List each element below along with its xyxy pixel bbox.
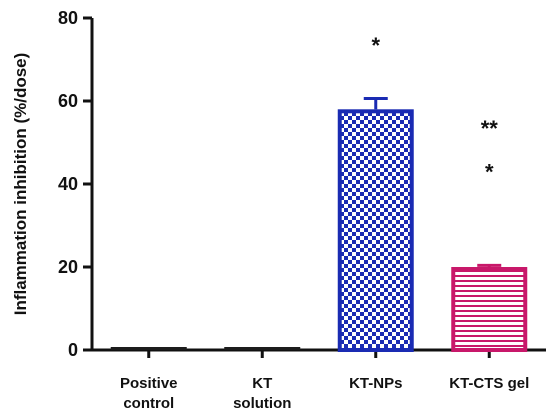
x-category-label: KT-CTS gel <box>449 375 529 392</box>
x-category-label: KT-NPs <box>349 375 402 392</box>
y-axis-label: Inflammation inhibition (%/dose) <box>11 53 30 316</box>
y-tick-label: 0 <box>68 340 78 360</box>
bars <box>110 97 528 352</box>
bar <box>110 347 187 350</box>
significance-marker: * <box>485 159 494 184</box>
y-tick-label: 60 <box>58 91 78 111</box>
x-category-label: Positive <box>120 375 178 392</box>
y-tick-label: 80 <box>58 8 78 28</box>
significance-marker: ** <box>481 116 499 141</box>
y-tick-label: 40 <box>58 174 78 194</box>
bar <box>337 109 414 352</box>
significance-marker: * <box>371 33 380 58</box>
y-axis: 0 20 40 60 80 <box>58 8 94 360</box>
bar <box>224 347 301 350</box>
y-tick-label: 20 <box>58 257 78 277</box>
x-axis: Positive control KT solution KT-NPs KT-CTS ge… <box>92 348 546 412</box>
x-category-label: KT <box>252 375 272 392</box>
x-category-label: control <box>123 395 174 412</box>
x-category-label: solution <box>233 395 291 412</box>
bar <box>451 267 528 352</box>
significance-annotations: **** <box>371 33 498 185</box>
